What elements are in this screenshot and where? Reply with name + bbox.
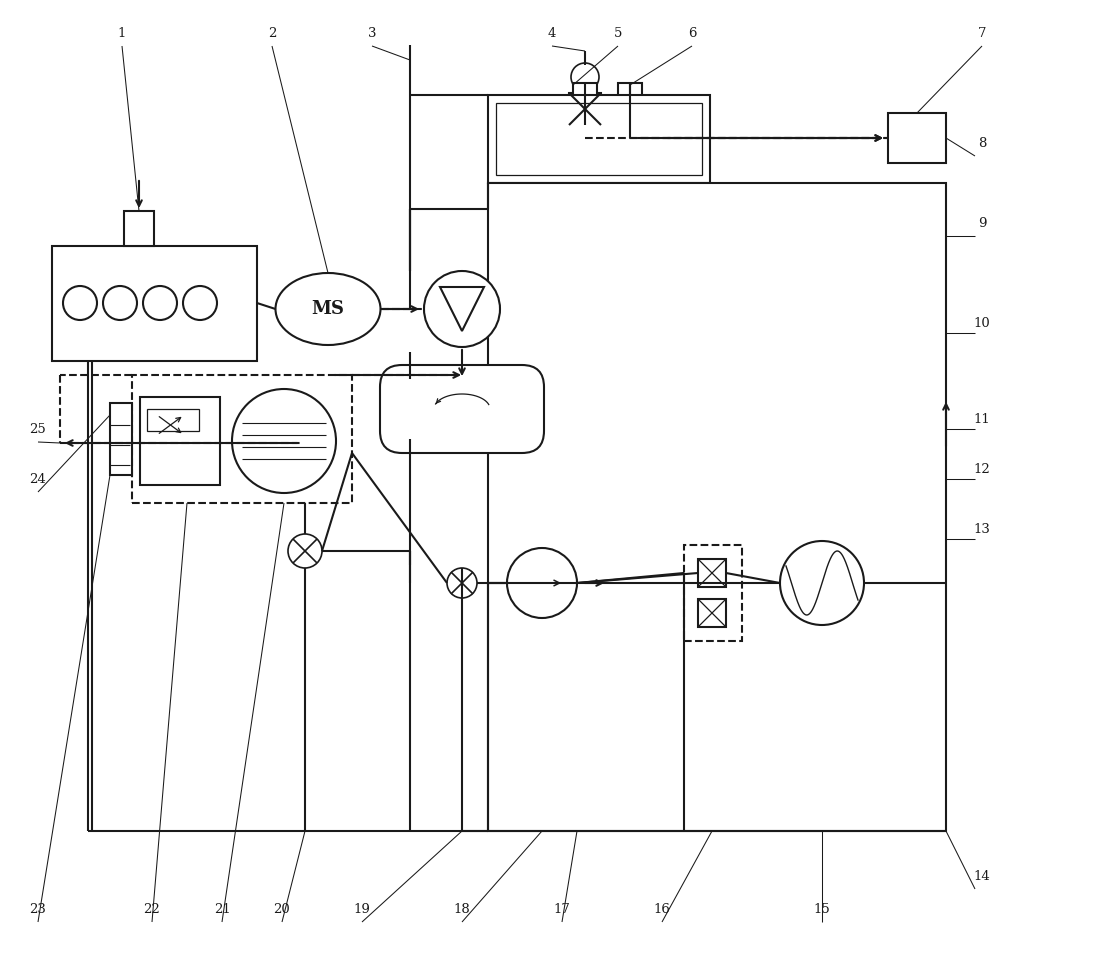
Text: 11: 11 bbox=[974, 413, 991, 425]
Text: 10: 10 bbox=[974, 317, 991, 329]
Circle shape bbox=[183, 286, 217, 320]
Text: 5: 5 bbox=[614, 26, 622, 40]
Text: 21: 21 bbox=[214, 902, 230, 916]
Bar bbox=[698, 559, 726, 587]
Bar bbox=[52, 246, 257, 361]
Text: 6: 6 bbox=[688, 26, 697, 40]
Text: 24: 24 bbox=[30, 473, 46, 486]
Bar bbox=[569, 93, 601, 125]
Bar bbox=[140, 397, 220, 485]
Text: 13: 13 bbox=[973, 522, 991, 535]
Circle shape bbox=[507, 548, 577, 618]
Text: 1: 1 bbox=[117, 26, 126, 40]
Bar bbox=[618, 83, 642, 107]
Text: MS: MS bbox=[312, 300, 344, 318]
Bar bbox=[685, 545, 742, 641]
Circle shape bbox=[446, 568, 477, 598]
Bar bbox=[124, 211, 154, 246]
Bar bbox=[488, 183, 946, 831]
Text: 15: 15 bbox=[814, 902, 830, 916]
FancyBboxPatch shape bbox=[380, 365, 544, 453]
Text: 23: 23 bbox=[30, 902, 46, 916]
Circle shape bbox=[572, 63, 599, 91]
Circle shape bbox=[143, 286, 177, 320]
Text: 3: 3 bbox=[367, 26, 376, 40]
Bar bbox=[887, 113, 946, 163]
Bar bbox=[488, 95, 710, 183]
Text: 18: 18 bbox=[454, 902, 471, 916]
Circle shape bbox=[425, 271, 500, 347]
Circle shape bbox=[231, 389, 336, 493]
Text: 20: 20 bbox=[273, 902, 291, 916]
Ellipse shape bbox=[275, 273, 381, 345]
Text: 19: 19 bbox=[353, 902, 371, 916]
Text: 14: 14 bbox=[974, 869, 991, 883]
Text: 9: 9 bbox=[977, 217, 986, 229]
Bar bbox=[573, 83, 597, 107]
Text: 16: 16 bbox=[654, 902, 670, 916]
Text: 4: 4 bbox=[547, 26, 556, 40]
Text: 2: 2 bbox=[268, 26, 276, 40]
Text: 25: 25 bbox=[30, 422, 46, 436]
Bar bbox=[147, 409, 199, 431]
Text: 17: 17 bbox=[554, 902, 570, 916]
Text: 8: 8 bbox=[977, 137, 986, 150]
Text: 22: 22 bbox=[144, 902, 160, 916]
Circle shape bbox=[289, 534, 323, 568]
Bar bbox=[110, 403, 132, 475]
Circle shape bbox=[63, 286, 97, 320]
Circle shape bbox=[103, 286, 137, 320]
Bar bbox=[132, 375, 352, 503]
Circle shape bbox=[780, 541, 864, 625]
Text: 12: 12 bbox=[974, 462, 991, 476]
Bar bbox=[496, 103, 702, 175]
Text: 7: 7 bbox=[977, 26, 986, 40]
Bar bbox=[698, 599, 726, 627]
